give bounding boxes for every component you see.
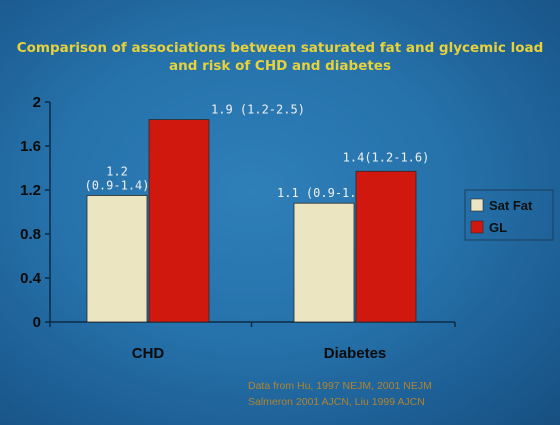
legend-swatch [470, 198, 484, 212]
source-line-2: Salmeron 2001 AJCN, Liu 1999 AJCN [248, 396, 425, 408]
x-category-label: Diabetes [324, 345, 387, 362]
bar-gl-chd [148, 119, 210, 323]
y-tick-label: 2 [33, 94, 41, 111]
data-label: (0.9-1.4) [84, 179, 149, 193]
data-label: 1.9 (1.2-2.5) [211, 103, 305, 117]
legend-label: GL [489, 220, 507, 235]
legend-label: Sat Fat [489, 198, 533, 213]
chart-title-line-2: and risk of CHD and diabetes [169, 58, 391, 74]
data-label: 1.2 [106, 165, 128, 179]
legend-box [464, 189, 554, 241]
y-tick-label: 0.4 [20, 270, 42, 287]
bar-gl-diabetes [355, 170, 417, 323]
x-category-label: CHD [132, 345, 165, 362]
y-tick-label: 1.6 [20, 138, 41, 155]
data-label: 1.4(1.2-1.6) [343, 150, 430, 164]
legend-swatch [470, 220, 484, 234]
source-line-1: Data from Hu, 1997 NEJM, 2001 NEJM [248, 380, 432, 392]
y-tick-label: 0.8 [20, 226, 41, 243]
y-tick-label: 1.2 [20, 182, 41, 199]
y-tick-label: 0 [33, 314, 41, 331]
bar-sat-fat-chd [86, 195, 148, 323]
chart-title-line-1: Comparison of associations between satur… [16, 40, 544, 56]
bar-sat-fat-diabetes [293, 202, 355, 323]
data-label: 1.1 (0.9-1.3) [277, 186, 371, 200]
